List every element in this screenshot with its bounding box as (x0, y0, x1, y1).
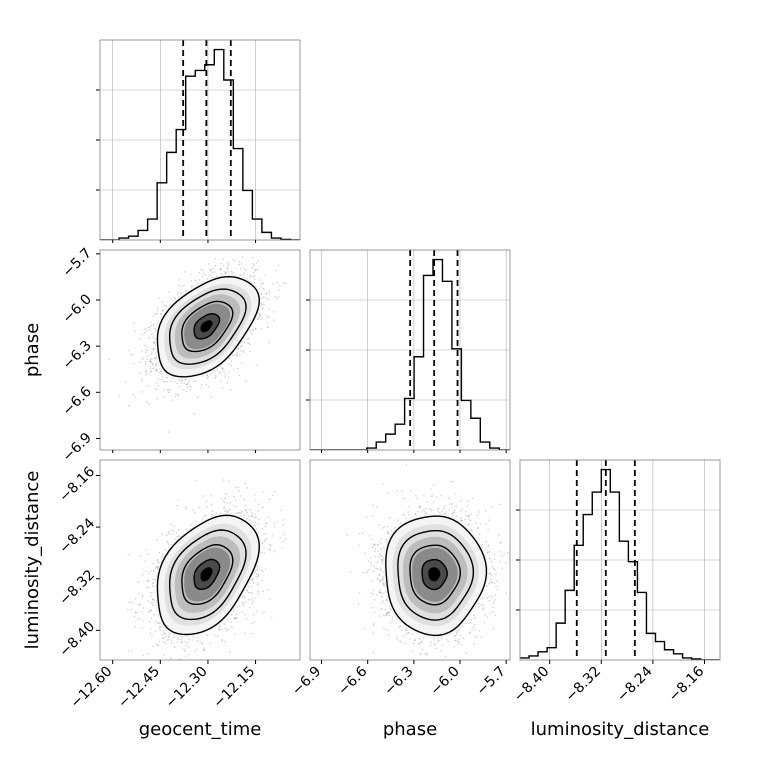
panel-geocent_time-vs-phase (99, 249, 301, 451)
tick-label-luminosity_distance: −8.16 (666, 663, 708, 705)
hist-area (310, 250, 510, 450)
contour-1.5sigma (168, 288, 247, 365)
tick-label-phase: −6.6 (60, 384, 95, 419)
histogram-phase (310, 258, 510, 450)
tick-label-phase: −6.6 (335, 663, 370, 698)
contour-0.5sigma (193, 558, 221, 590)
axis-label-y-luminosity_distance: luminosity_distance (22, 471, 43, 650)
histogram-geocent_time (100, 48, 300, 240)
tick-label-phase: −5.7 (60, 245, 95, 280)
axis-label-x-luminosity_distance: luminosity_distance (531, 719, 710, 740)
contour-0.5sigma (421, 558, 448, 591)
density-level (200, 567, 213, 582)
tick-label-geocent_time: −12.60 (68, 664, 116, 712)
panel-frame (99, 459, 301, 661)
panel-frame (309, 249, 511, 451)
axis-label-x-phase: phase (383, 719, 437, 740)
hist-area (520, 460, 720, 660)
tick-label-phase: −6.9 (60, 430, 95, 465)
density-level (200, 320, 213, 333)
tick-label-luminosity_distance: −8.16 (56, 464, 98, 506)
tick-label-luminosity_distance: −8.40 (511, 664, 553, 706)
axis-label-x-geocent_time: geocent_time (139, 719, 262, 740)
tick-label-phase: −6.9 (289, 664, 324, 699)
tick-label-geocent_time: −12.45 (115, 664, 163, 712)
tick-label-luminosity_distance: −8.40 (56, 619, 98, 661)
panel-luminosity_distance-hist (516, 459, 721, 661)
panel-geocent_time-vs-luminosity_distance (99, 459, 301, 661)
pair-area (126, 479, 287, 660)
tick-label-phase: −6.3 (60, 338, 95, 373)
pair-area (346, 464, 509, 660)
tick-label-geocent_time: −12.30 (163, 664, 211, 712)
tick-label-phase: −5.7 (474, 664, 509, 699)
tick-label-phase: −6.0 (427, 664, 462, 699)
panel-phase-hist (306, 249, 511, 451)
contour-1sigma (181, 300, 234, 353)
tick-label-phase: −6.0 (60, 291, 95, 326)
panel-phase-vs-luminosity_distance (309, 459, 511, 661)
contour-0.5sigma (193, 313, 221, 340)
panel-geocent_time-hist (96, 39, 301, 241)
pair-area (108, 250, 286, 433)
tick-label-phase: −6.3 (381, 664, 416, 699)
panel-frame (99, 39, 301, 241)
hist-area (100, 40, 300, 240)
contour-2sigma (156, 514, 260, 636)
tick-label-luminosity_distance: −8.24 (56, 515, 98, 557)
panel-frame (519, 459, 721, 661)
panel-frame (99, 249, 301, 451)
contour-2sigma (385, 515, 488, 637)
histogram-luminosity_distance (520, 468, 720, 660)
contour-1sigma (409, 544, 461, 606)
contour-1sigma (181, 544, 234, 606)
tick-label-luminosity_distance: −8.32 (56, 567, 98, 609)
contour-1.5sigma (168, 529, 247, 621)
tick-label-luminosity_distance: −8.24 (614, 663, 656, 705)
density-level (428, 567, 441, 582)
panel-frame (309, 459, 511, 661)
contour-2sigma (156, 275, 260, 378)
contour-1.5sigma (397, 529, 475, 621)
tick-label-geocent_time: −12.15 (210, 664, 258, 712)
tick-label-luminosity_distance: −8.32 (562, 664, 604, 706)
axis-label-y-phase: phase (22, 323, 43, 377)
